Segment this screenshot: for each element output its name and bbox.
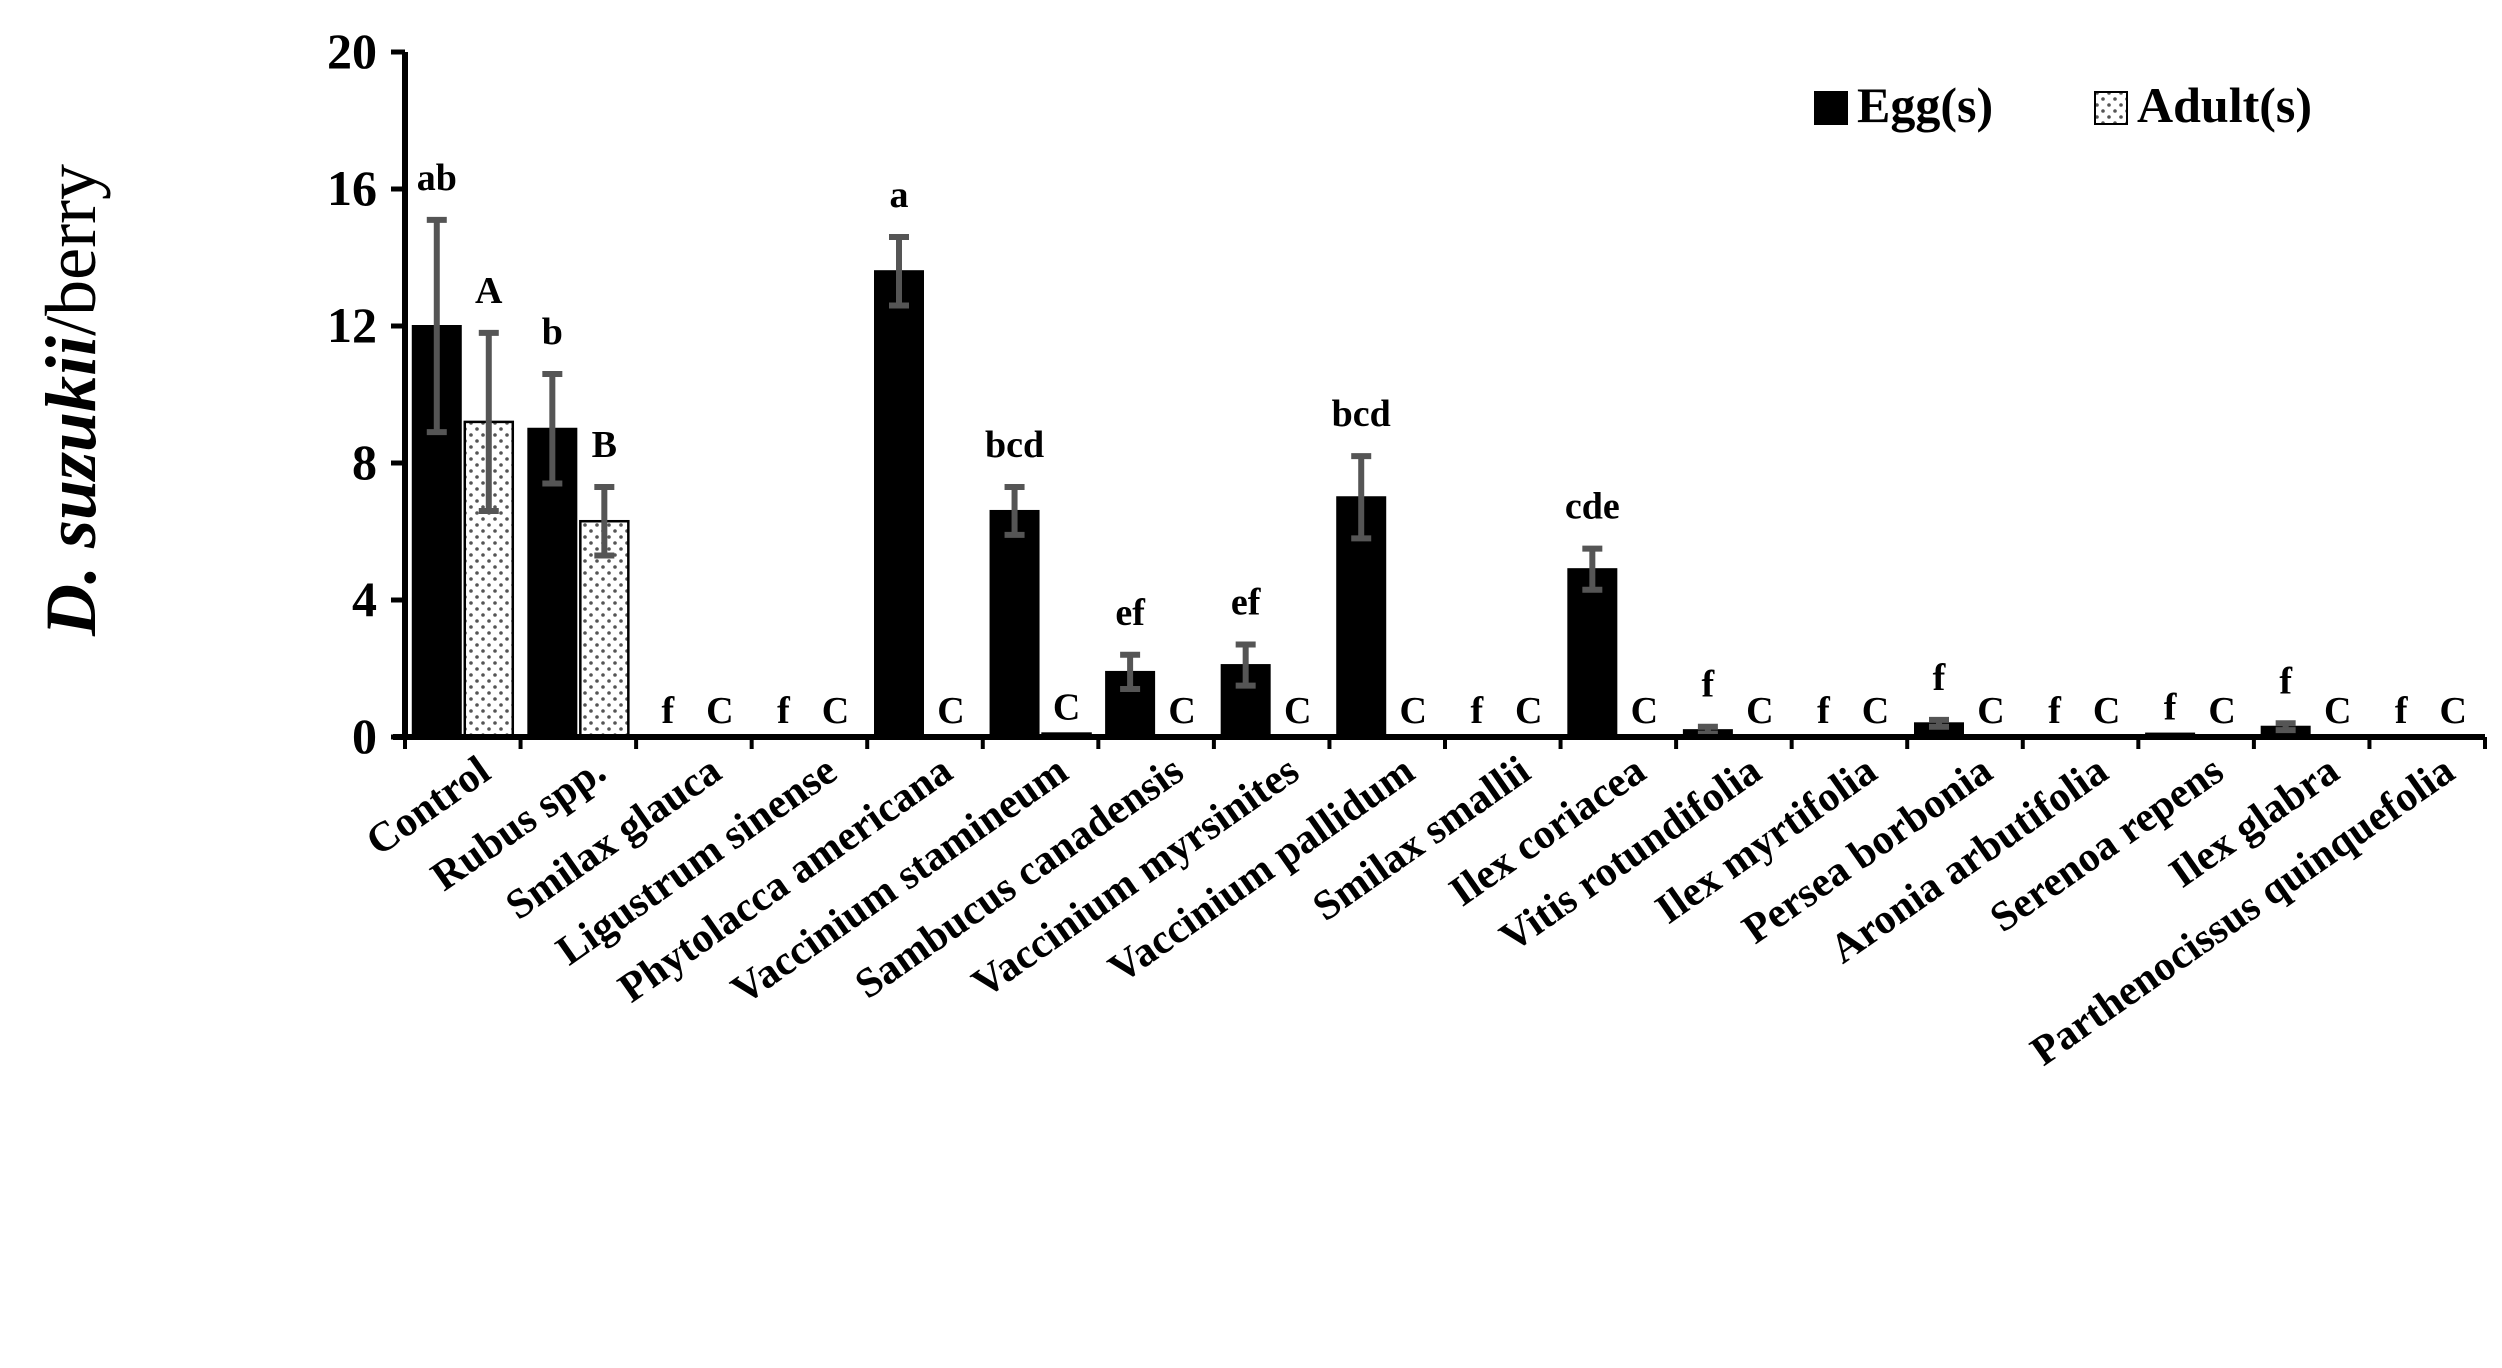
significance-label-adult-12: C xyxy=(1862,690,1889,732)
significance-label-egg-1: b xyxy=(542,311,563,353)
significance-label-adult-5: C xyxy=(1053,687,1080,729)
y-axis-label-group: D. suzukii/berry xyxy=(31,164,111,637)
significance-label-egg-14: f xyxy=(2048,690,2062,732)
legend-swatch-adult xyxy=(2094,91,2128,125)
y-tick-label-3: 12 xyxy=(327,297,377,353)
y-tick-label-2: 8 xyxy=(352,434,377,490)
significance-label-egg-0: ab xyxy=(417,157,457,199)
significance-label-egg-5: bcd xyxy=(985,424,1044,466)
legend-label-egg: Egg(s) xyxy=(1857,77,1993,133)
bar-egg-4 xyxy=(874,270,924,738)
y-axis-label: D. suzukii/berry xyxy=(31,164,111,637)
significance-label-adult-11: C xyxy=(1746,690,1773,732)
significance-label-egg-7: ef xyxy=(1231,582,1262,624)
y-tick-label-4: 16 xyxy=(327,160,377,216)
bar-egg-10 xyxy=(1567,568,1618,738)
significance-label-egg-13: f xyxy=(1933,657,1947,699)
significance-label-adult-10: C xyxy=(1631,690,1658,732)
bar-egg-5 xyxy=(989,509,1040,739)
significance-label-adult-14: C xyxy=(2093,690,2120,732)
y-axis-label-rest: /berry xyxy=(31,164,111,336)
significance-label-egg-17: f xyxy=(2395,690,2409,732)
significance-label-egg-15: f xyxy=(2164,687,2178,729)
significance-label-egg-10: cde xyxy=(1565,486,1620,528)
significance-label-adult-16: C xyxy=(2324,690,2351,732)
significance-label-adult-0: A xyxy=(475,270,503,312)
significance-label-egg-8: bcd xyxy=(1332,393,1391,435)
significance-label-egg-16: f xyxy=(2279,660,2293,702)
significance-label-adult-2: C xyxy=(706,690,733,732)
legend-swatch-egg xyxy=(1814,91,1848,125)
significance-label-egg-9: f xyxy=(1470,690,1484,732)
y-tick-label-0: 0 xyxy=(352,708,377,764)
legend-label-adult: Adult(s) xyxy=(2137,77,2312,133)
significance-label-adult-13: C xyxy=(1977,690,2004,732)
significance-label-adult-8: C xyxy=(1399,690,1426,732)
significance-label-egg-12: f xyxy=(1817,690,1831,732)
y-tick-label-5: 20 xyxy=(327,23,377,79)
significance-label-adult-7: C xyxy=(1284,690,1311,732)
y-tick-label-1: 4 xyxy=(352,571,377,627)
significance-label-egg-6: ef xyxy=(1115,592,1146,634)
significance-label-adult-9: C xyxy=(1515,690,1542,732)
significance-label-adult-4: C xyxy=(937,690,964,732)
significance-label-adult-1: B xyxy=(592,424,617,466)
significance-label-egg-4: a xyxy=(890,174,909,216)
significance-label-adult-17: C xyxy=(2439,690,2466,732)
y-axis-label-italic: D. suzukii xyxy=(31,336,111,637)
legend: Egg(s) Adult(s) xyxy=(1814,77,2312,133)
significance-label-egg-2: f xyxy=(662,690,676,732)
significance-label-egg-11: f xyxy=(1702,664,1716,706)
significance-label-egg-3: f xyxy=(777,690,791,732)
significance-label-adult-6: C xyxy=(1168,690,1195,732)
significance-label-adult-15: C xyxy=(2208,690,2235,732)
significance-label-adult-3: C xyxy=(822,690,849,732)
